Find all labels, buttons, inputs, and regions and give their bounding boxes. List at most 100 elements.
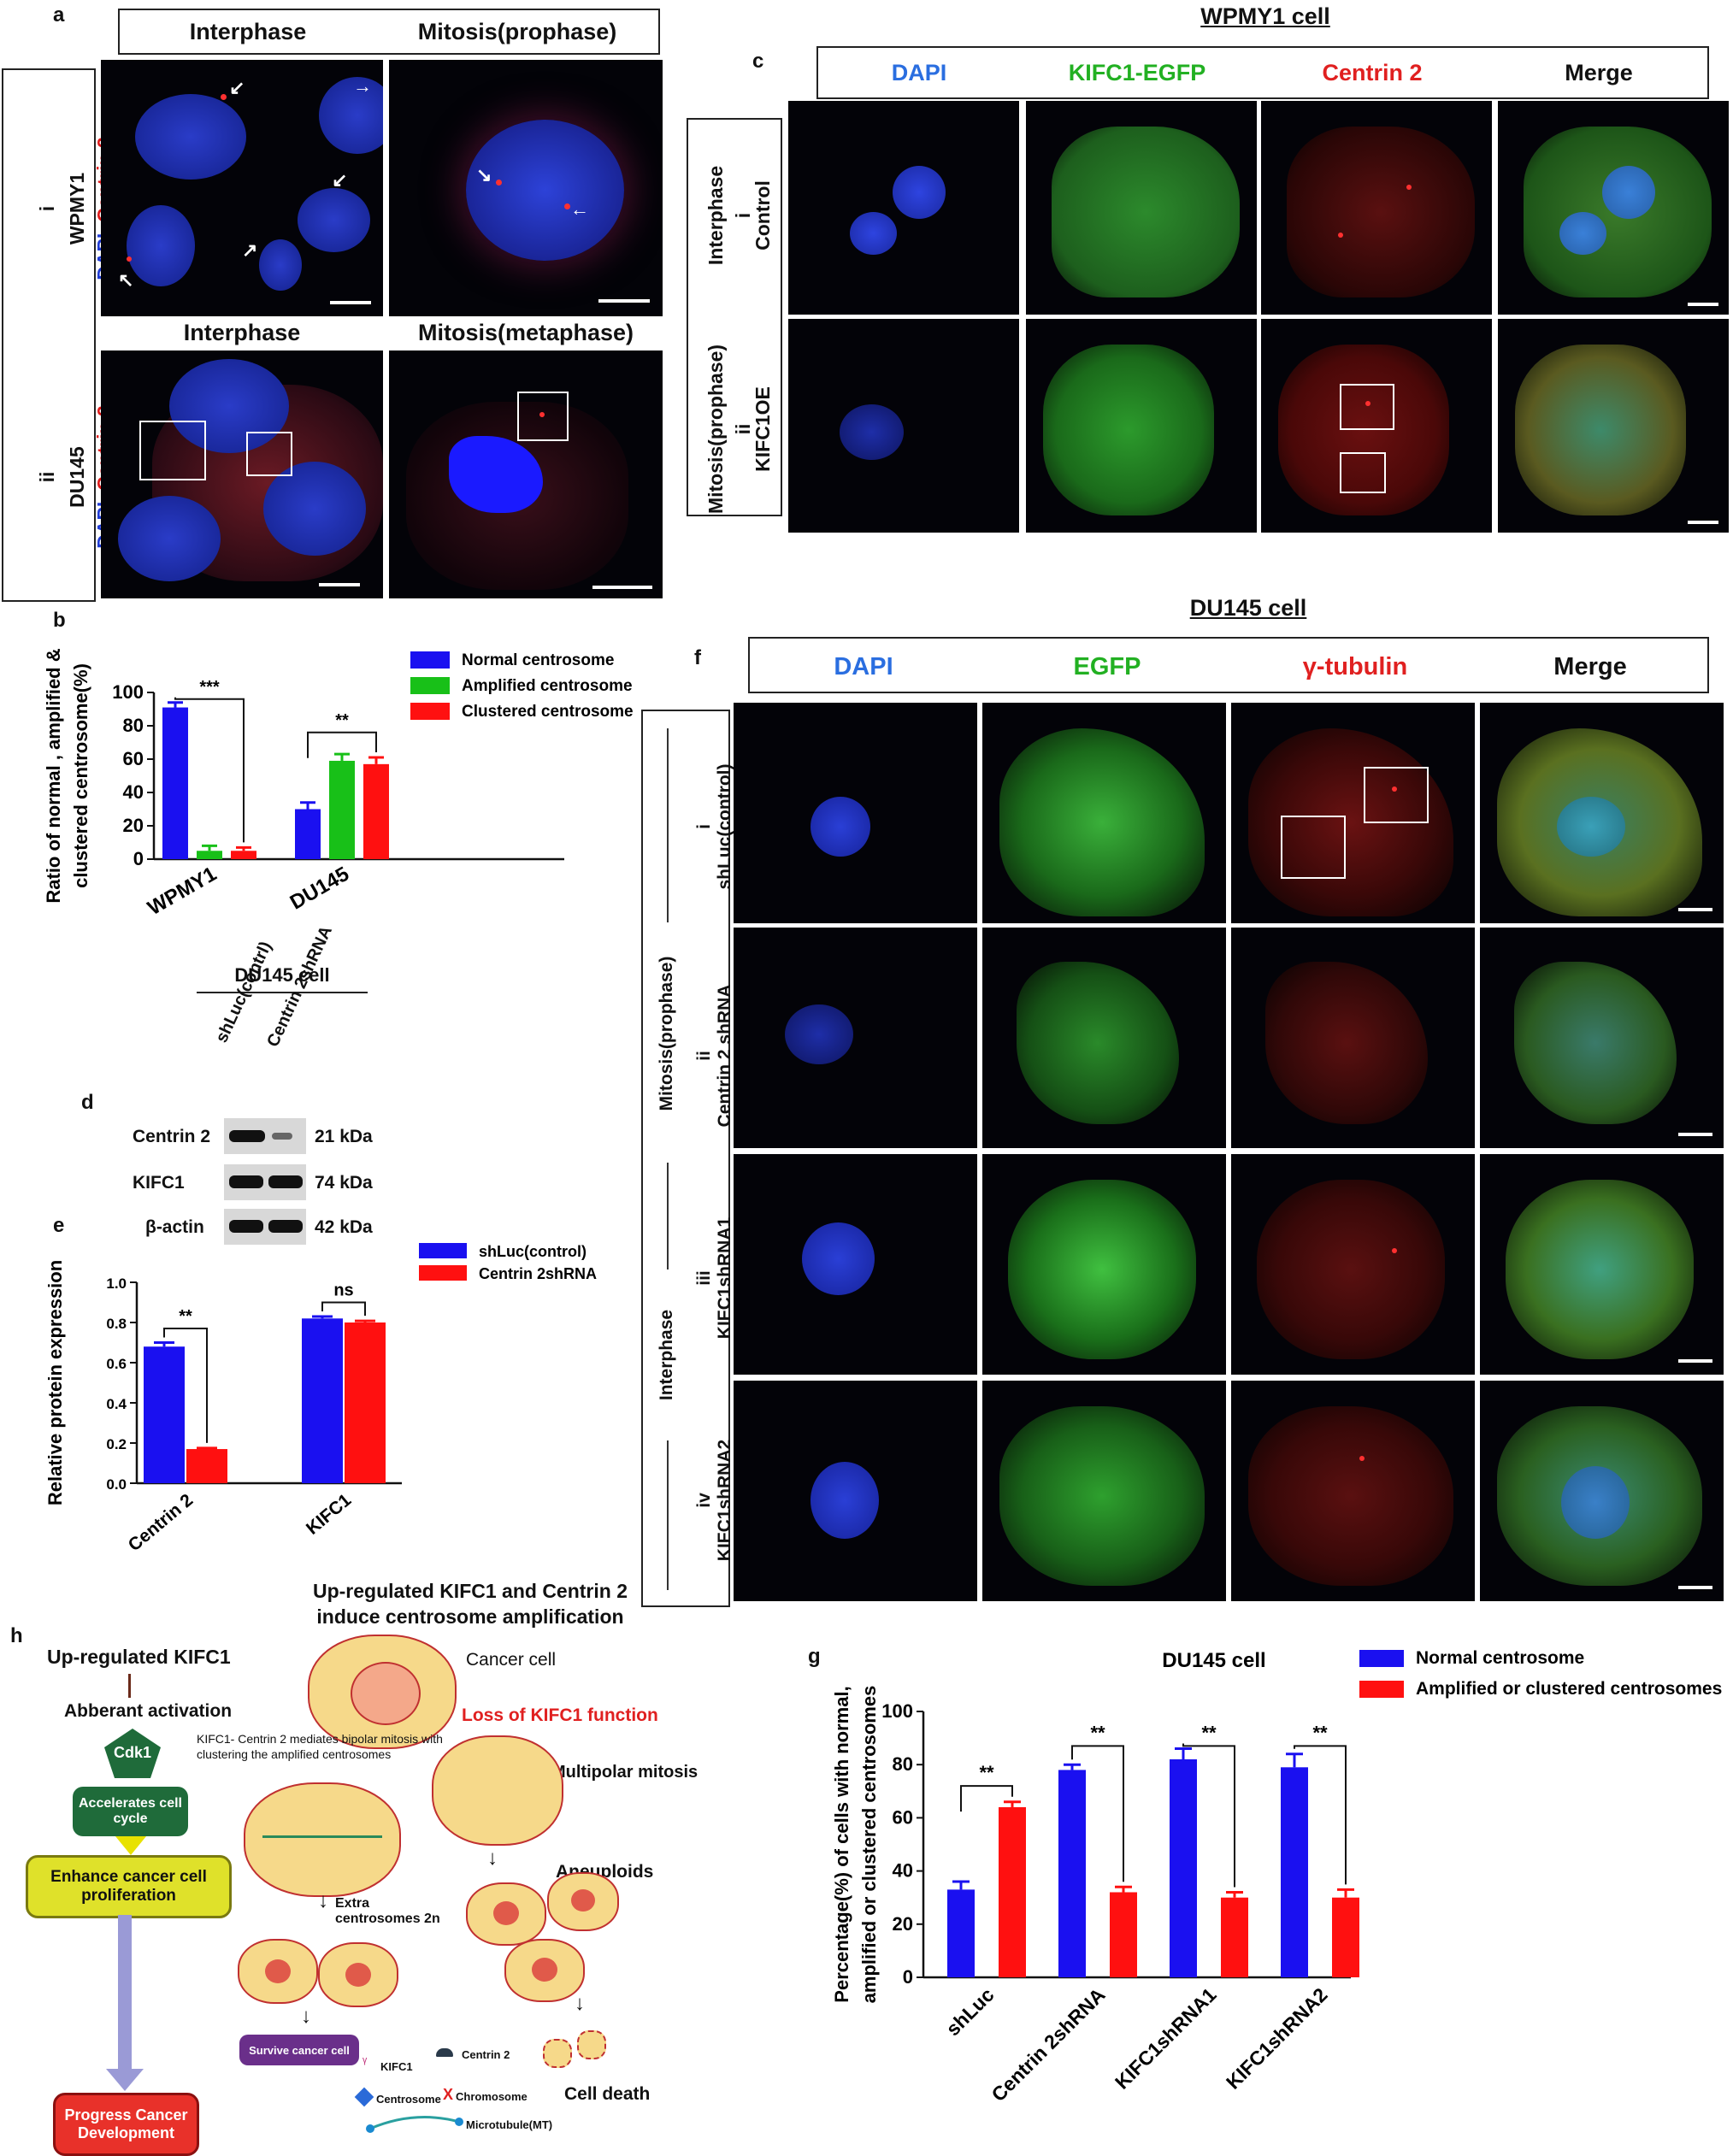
blot-strip: [224, 1209, 306, 1245]
panel-label-e: e: [53, 1214, 65, 1237]
significance-label: **: [1090, 1722, 1105, 1743]
significance-label: **: [1201, 1722, 1217, 1743]
arrow-icon: ↙: [332, 169, 348, 191]
row-num: i: [36, 205, 58, 212]
panel-c-title: WPMY1 cell: [1200, 3, 1330, 29]
panel-c-col-merge: Merge: [1565, 60, 1633, 85]
box-survive: Survive cancer cell: [239, 2035, 359, 2065]
panel-d-title-rule: [197, 992, 368, 993]
panel-label-h: h: [10, 1624, 23, 1647]
arrow-icon: ↖: [118, 269, 134, 291]
blot-band: [272, 1133, 292, 1140]
scale-bar: [330, 301, 371, 304]
micrograph-a-i-mitosis: ↘ ←: [389, 60, 663, 316]
highlight-box: [517, 392, 569, 441]
label-extra-centrosomes: Extra centrosomes 2n: [335, 1896, 440, 1926]
microtubule-icon: [366, 2116, 463, 2133]
bar-3-0: [1281, 1767, 1308, 1977]
micrograph-f-i-egfp: [982, 703, 1226, 923]
label-loss-kifc1: Loss of KIFC1 function: [462, 1705, 658, 1725]
group-rule-mitosis: [667, 728, 669, 1002]
centrosome-dot: [564, 203, 570, 209]
nucleus: [298, 188, 370, 252]
micrograph-f-iii-merge: [1480, 1154, 1724, 1375]
cell-body: [1515, 345, 1686, 515]
arrow-icon: ↓: [318, 1889, 328, 1912]
micrograph-f-iv-egfp: [982, 1381, 1226, 1601]
panel-label-f: f: [694, 646, 701, 669]
panel-f-header-box: [748, 637, 1709, 693]
arrow-icon: →: [353, 75, 372, 97]
scale-bar: [319, 583, 360, 586]
y-tick-label: 20: [893, 1913, 913, 1935]
highlight-box: [246, 432, 292, 476]
panel-a-row-ii-label: ii: [36, 471, 58, 483]
panel-a-row-i-name: WPMY1: [66, 172, 88, 245]
bar-1-0: [1058, 1770, 1086, 1977]
bar-1-1: [329, 760, 355, 859]
cell-body: [1278, 345, 1449, 515]
legend-label: Normal centrosome: [462, 651, 614, 669]
legend-centrosome: Centrosome: [376, 2093, 441, 2106]
y-tick-label: 0.6: [106, 1356, 127, 1372]
arrow-line: [128, 1674, 131, 1698]
highlight-box: [1340, 452, 1386, 493]
legend-label: Normal centrosome: [1416, 1648, 1584, 1668]
y-tick-label: 80: [893, 1753, 913, 1775]
y-axis-label: amplified or clustered centrosomes: [858, 1686, 880, 2004]
y-tick-label: 40: [893, 1860, 913, 1882]
micrograph-f-iii-egfp: [982, 1154, 1226, 1375]
dead-cells-icon: [543, 2030, 611, 2073]
cell-body: [1514, 962, 1677, 1124]
cell-nucleus: [571, 1889, 595, 1912]
panel-c-row-ii-name: KIFC1OE: [752, 386, 774, 472]
micrograph-f-i-dapi: [734, 703, 977, 923]
panel-f-col-dapi: DAPI: [834, 653, 893, 680]
down-triangle-icon: [115, 1836, 146, 1855]
blot-strip: [224, 1118, 306, 1154]
bar-0-0: [144, 1346, 185, 1483]
y-tick-label: 100: [881, 1700, 913, 1722]
category-label: KIFC1shRNA2: [1222, 1983, 1332, 2094]
panel-a-header-box: [118, 9, 660, 55]
cell-nucleus: [345, 1963, 371, 1987]
scale-bar: [1688, 521, 1718, 524]
panel-label-b: b: [53, 609, 66, 632]
dead-cell: [577, 2030, 606, 2059]
significance-label: **: [335, 711, 349, 730]
y-tick-label: 0.2: [106, 1436, 127, 1452]
nucleus: [1561, 1466, 1630, 1539]
blot-kda-74: 74 kDa: [315, 1173, 373, 1193]
panel-label-c: c: [752, 50, 764, 73]
cell-body: [999, 728, 1205, 916]
nucleus: [1557, 797, 1625, 857]
micrograph-f-iv-merge: [1480, 1381, 1724, 1601]
cell-body: [1052, 127, 1240, 297]
micrograph-f-iii-dapi: [734, 1154, 977, 1375]
label-bipolar: KIFC1- Centrin 2 mediates bipolar mitosi…: [197, 1732, 443, 1761]
scale-bar: [1678, 1133, 1712, 1136]
y-tick-label: 0: [903, 1966, 913, 1988]
centrosome-dot: [1359, 1456, 1365, 1461]
micrograph-a-ii-metaphase: [389, 350, 663, 598]
bar-3-1: [1332, 1897, 1359, 1977]
label-multipolar: Multipolar mitosis: [551, 1763, 699, 1782]
significance-label: ns: [333, 1281, 353, 1300]
panel-f-col-merge: Merge: [1553, 653, 1627, 680]
significance-bracket: [163, 1328, 208, 1443]
cell-body: [1287, 127, 1475, 297]
micrograph-f-ii-tubulin: [1231, 928, 1475, 1148]
legend-label: Centrin 2shRNA: [479, 1265, 597, 1282]
scale-bar: [1678, 1586, 1712, 1589]
bar-0-1: [197, 851, 222, 859]
daughter-cell: [318, 1942, 398, 2007]
nucleus: [811, 1462, 879, 1539]
nucleus: [840, 404, 904, 460]
bipolar-cell: [244, 1782, 401, 1897]
nucleus: [135, 94, 246, 180]
panel-c-row-ii-phase: Mitosis(prophase): [704, 344, 727, 515]
cell-body: [1257, 1180, 1445, 1359]
bar-0-0: [947, 1889, 975, 1977]
bar-0-2: [231, 851, 256, 859]
cell-nucleus: [351, 1662, 421, 1725]
